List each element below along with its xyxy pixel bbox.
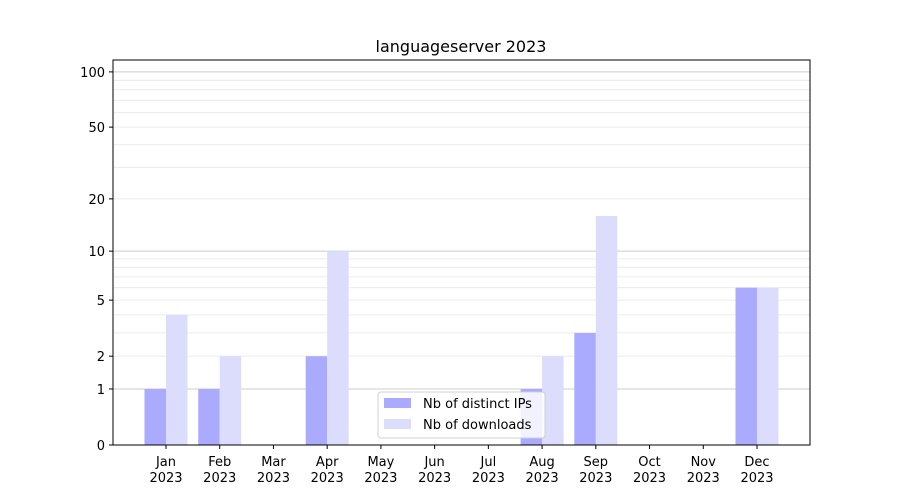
legend-box: [377, 391, 546, 439]
bar-downloads: [595, 215, 618, 445]
x-tick-label: Feb: [208, 455, 231, 470]
y-tick-label: 100: [80, 66, 105, 81]
x-tick-label: 2023: [579, 471, 612, 486]
y-tick-label: 50: [88, 121, 105, 136]
bar-downloads: [219, 356, 242, 445]
legend-swatch: [384, 419, 411, 429]
x-tick-label: Sep: [584, 455, 609, 470]
y-tick-label: 10: [88, 245, 105, 260]
x-tick-label: 2023: [364, 471, 397, 486]
y-tick-label: 5: [97, 294, 105, 309]
legend-swatch: [384, 398, 411, 408]
bar-downloads: [327, 251, 349, 445]
x-tick-label: 2023: [633, 471, 666, 486]
x-tick-label: 2023: [418, 471, 451, 486]
x-tick-label: Dec: [744, 455, 769, 470]
legend-label: Nb of downloads: [423, 418, 532, 433]
x-tick-label: 2023: [149, 471, 182, 486]
x-tick-label: 2023: [311, 471, 344, 486]
x-tick-label: 2023: [203, 471, 236, 486]
x-tick-label: 2023: [472, 471, 505, 486]
x-tick-label: Aug: [529, 455, 554, 470]
x-tick-label: Jul: [480, 455, 497, 470]
x-tick-label: Jan: [155, 455, 176, 470]
y-tick-label: 0: [97, 439, 105, 454]
y-tick-label: 20: [88, 193, 105, 208]
x-tick-label: 2023: [740, 471, 773, 486]
bar-distinct-ips: [198, 388, 220, 445]
bar-distinct-ips: [144, 388, 166, 445]
x-tick-label: Jun: [423, 455, 444, 470]
plot-frame: [112, 59, 811, 446]
x-tick-label: 2023: [526, 471, 559, 486]
bar-distinct-ips: [574, 332, 596, 445]
bar-distinct-ips: [305, 356, 328, 445]
x-tick-label: 2023: [257, 471, 290, 486]
bar-downloads: [757, 287, 779, 445]
bar-downloads: [542, 356, 564, 445]
x-tick-label: 2023: [687, 471, 720, 486]
x-tick-label: Apr: [316, 455, 339, 470]
bar-distinct-ips: [735, 287, 757, 445]
x-tick-label: May: [367, 455, 394, 470]
x-tick-label: Nov: [691, 455, 717, 470]
y-tick-label: 1: [97, 383, 105, 398]
legend-label: Nb of distinct IPs: [423, 397, 532, 412]
y-tick-label: 2: [97, 350, 105, 365]
x-tick-label: Mar: [261, 455, 286, 470]
chart-title: languageserver 2023: [376, 37, 547, 56]
bar-downloads: [166, 314, 188, 445]
legend: Nb of distinct IPs Nb of downloads: [377, 391, 546, 439]
x-tick-label: Oct: [638, 455, 660, 470]
